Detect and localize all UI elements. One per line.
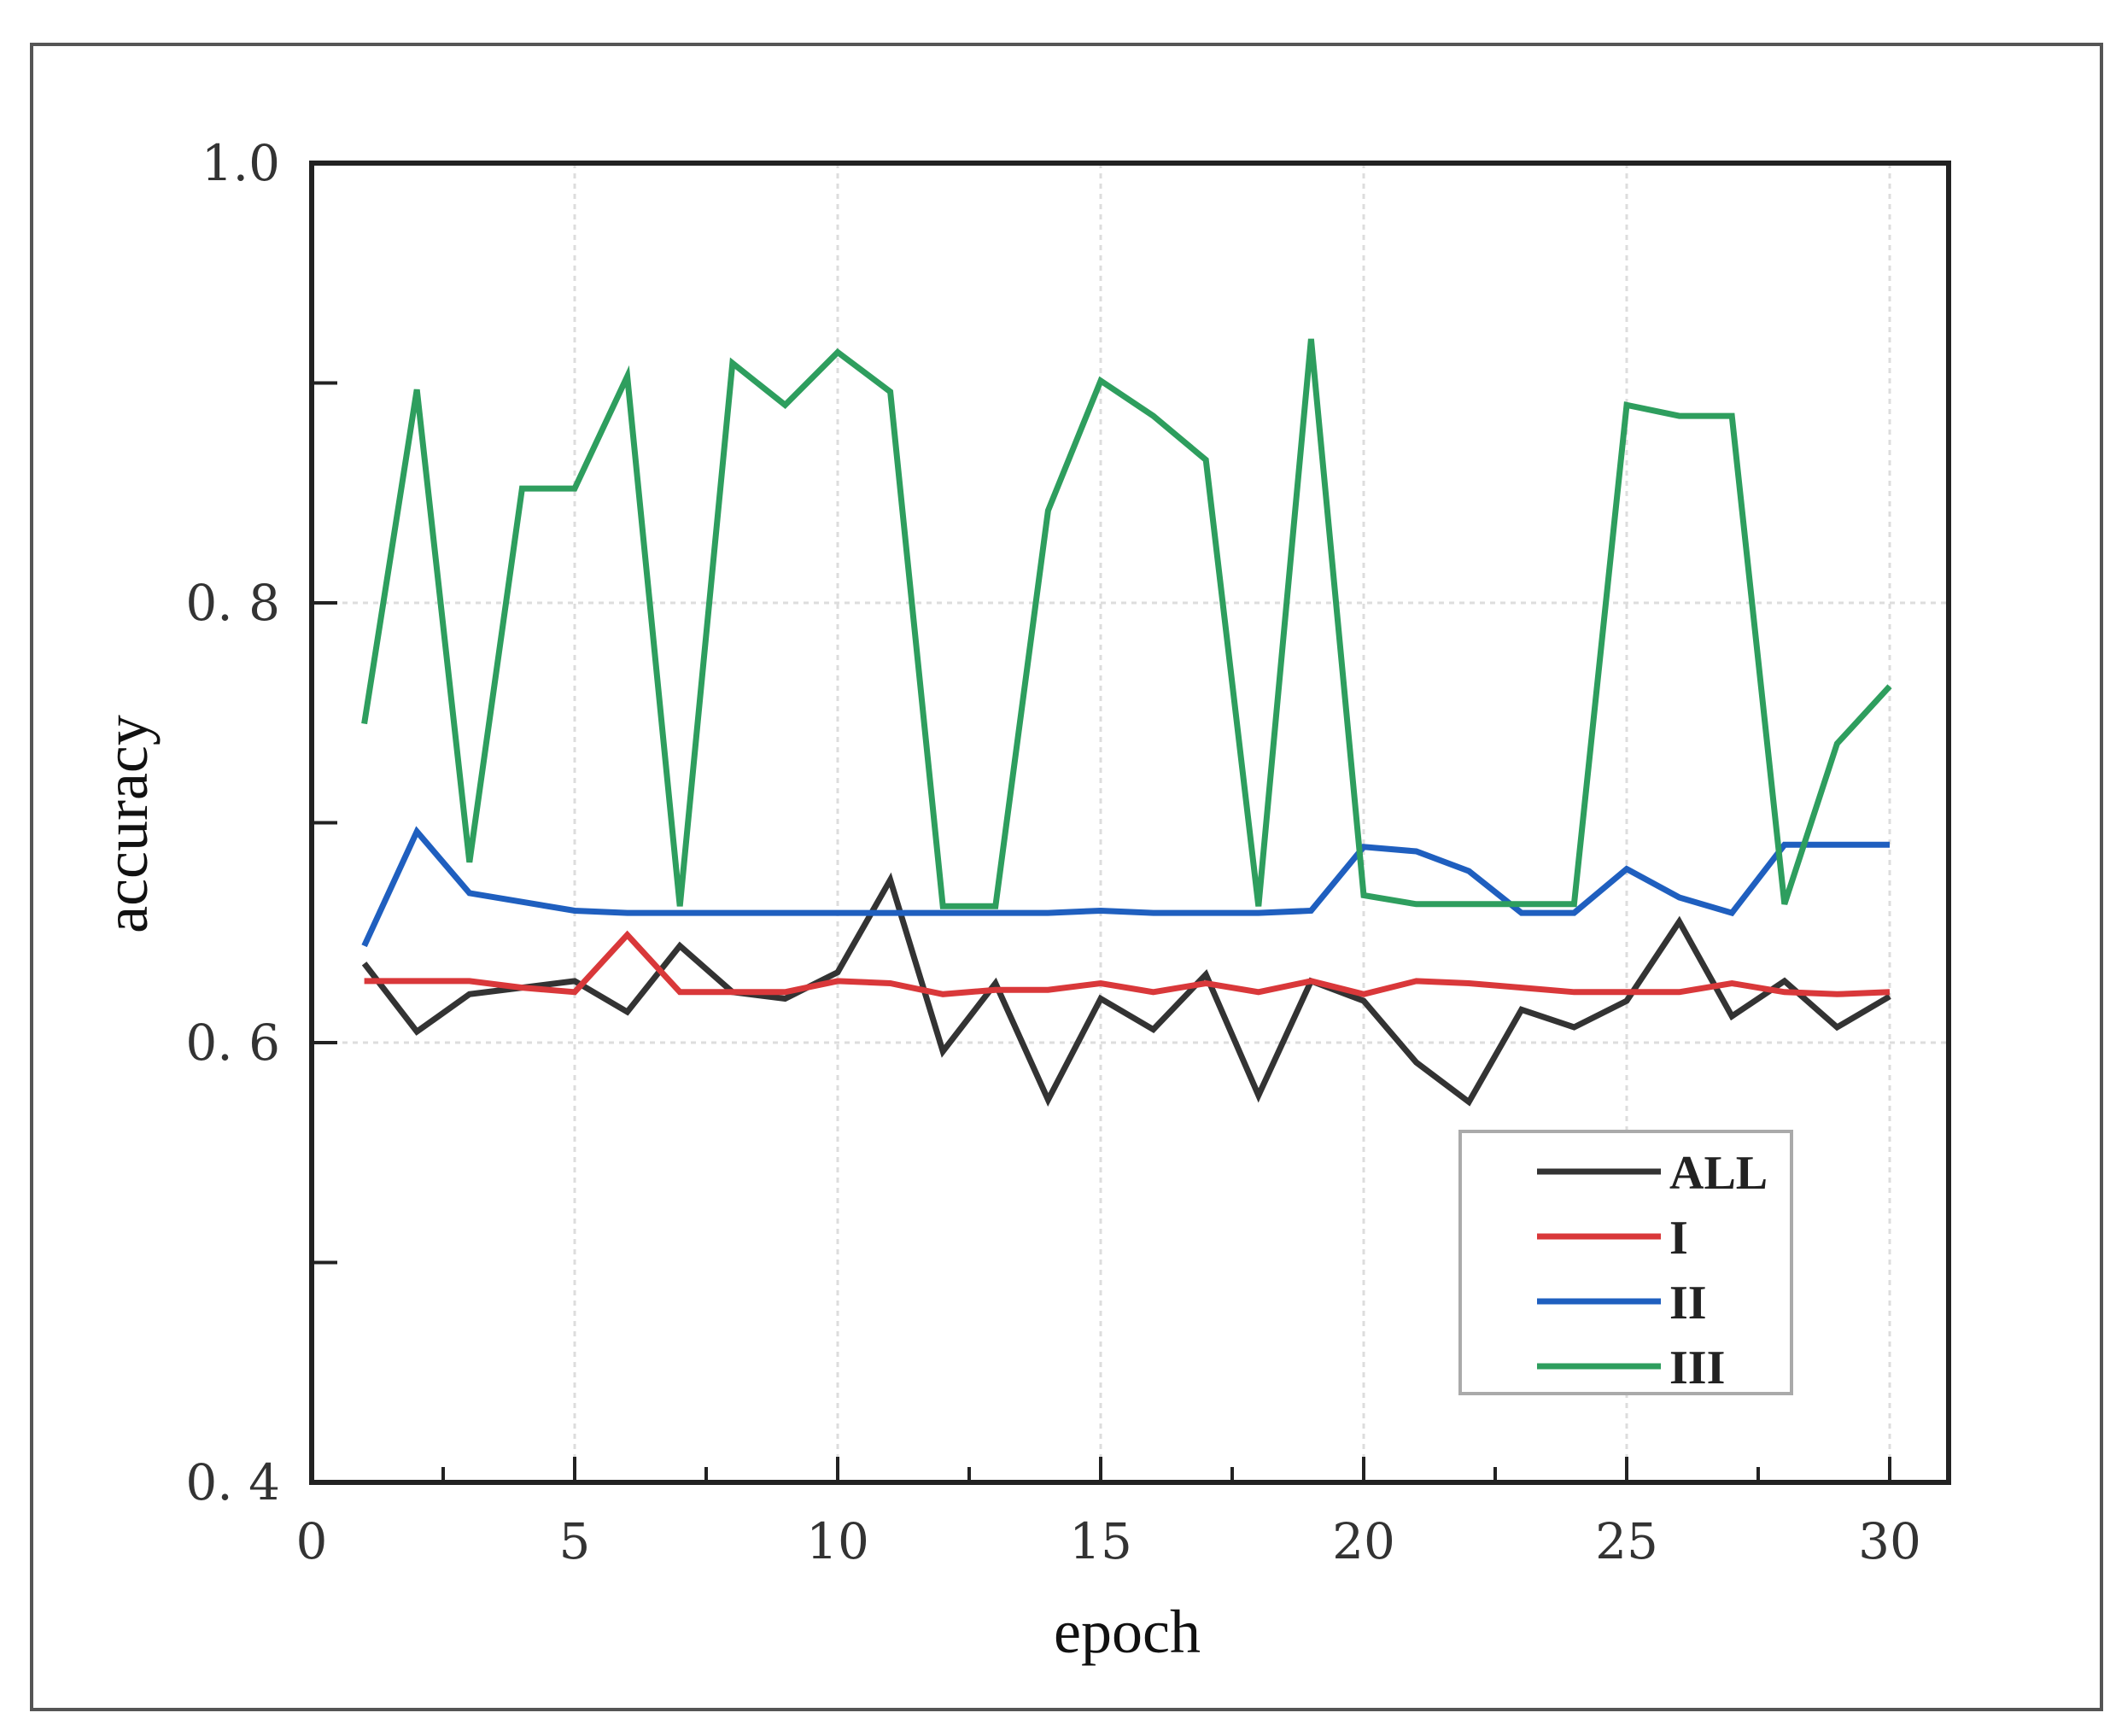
series-line-iii <box>361 338 1892 909</box>
x-tick-label: 15 <box>1069 1512 1132 1570</box>
legend-label: II <box>1669 1277 1707 1330</box>
x-tick-labels: 0 5 10 15 20 25 30 <box>296 1512 1921 1570</box>
legend-item-iii: III <box>1537 1341 1725 1394</box>
legend-item-ii: II <box>1537 1277 1707 1330</box>
y-tick-label: 1.0 <box>202 134 280 192</box>
y-tick-label: 0. 8 <box>185 574 280 632</box>
data-series <box>361 338 1892 1108</box>
x-axis-title: epoch <box>1054 1598 1201 1666</box>
series-line-ii <box>361 826 1890 948</box>
y-tick-label: 0. 4 <box>185 1453 280 1511</box>
y-tick-label: 0. 6 <box>185 1014 280 1072</box>
grid-lines <box>312 163 1949 1482</box>
x-tick-label: 30 <box>1858 1512 1921 1570</box>
y-axis-title: accuracy <box>92 715 161 933</box>
legend-label: I <box>1669 1212 1688 1265</box>
legend-label: ALL <box>1669 1147 1768 1200</box>
axis-ticks <box>312 381 1891 1482</box>
legend-item-all: ALL <box>1537 1147 1768 1200</box>
x-tick-label: 25 <box>1595 1512 1658 1570</box>
x-tick-label: 5 <box>559 1512 591 1570</box>
series-line-i <box>364 930 1891 997</box>
legend-box <box>1458 1130 1793 1395</box>
series-line-all <box>361 872 1891 1108</box>
legend-label: III <box>1669 1341 1725 1394</box>
x-tick-label: 0 <box>296 1512 328 1570</box>
x-tick-label: 20 <box>1332 1512 1395 1570</box>
y-tick-labels: 0. 4 0. 6 0. 8 1.0 <box>185 134 280 1511</box>
legend-item-i: I <box>1537 1212 1688 1265</box>
x-tick-label: 10 <box>806 1512 869 1570</box>
